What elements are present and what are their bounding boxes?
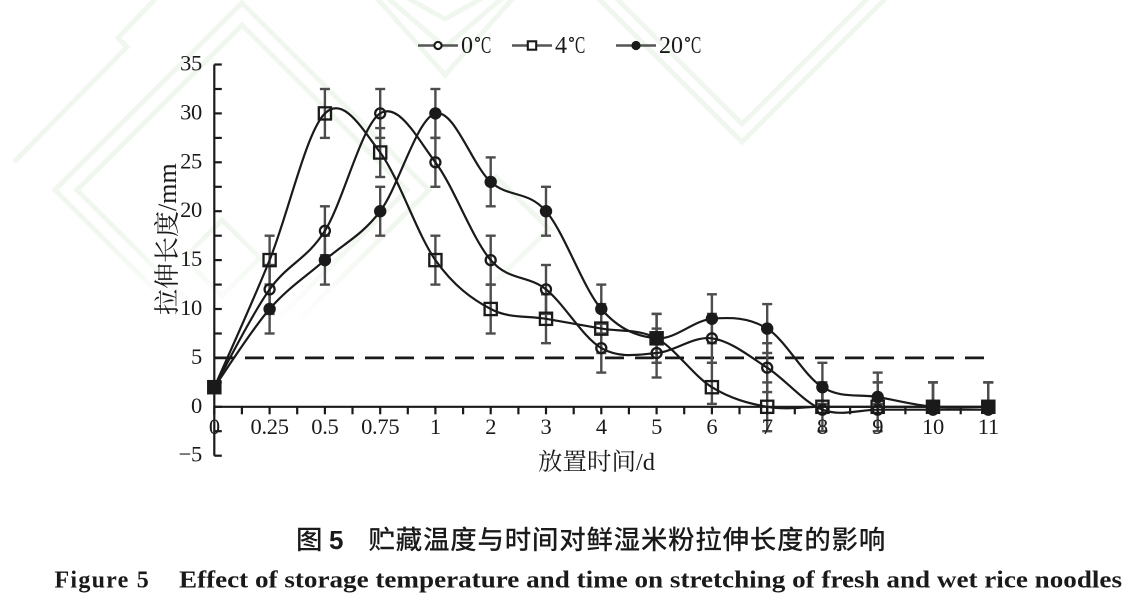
svg-text:11: 11 [978,414,999,439]
svg-text:30: 30 [180,99,202,124]
svg-text:10: 10 [180,295,202,320]
svg-text:/d: /d [636,449,655,476]
svg-text:20: 20 [659,33,683,59]
svg-text:20: 20 [180,197,202,222]
svg-text:9: 9 [872,414,883,439]
svg-text:0.5: 0.5 [311,414,338,439]
svg-text:5: 5 [191,344,202,369]
svg-text:5: 5 [651,414,662,439]
svg-text:6: 6 [706,414,717,439]
svg-text:10: 10 [922,414,944,439]
svg-text:8: 8 [817,414,828,439]
svg-text:2: 2 [485,414,496,439]
svg-text:C: C [481,33,491,59]
svg-text:0.75: 0.75 [361,414,399,439]
svg-text:0: 0 [461,33,473,59]
svg-text:C: C [691,33,701,59]
svg-text:25: 25 [180,148,202,173]
svg-text:5: 5 [329,525,343,555]
svg-text:0: 0 [191,393,202,418]
svg-text:4: 4 [555,33,567,59]
svg-text:−5: −5 [179,442,202,467]
svg-text:0: 0 [209,414,220,439]
svg-text:1: 1 [430,414,441,439]
svg-text:/mm: /mm [153,163,182,211]
svg-text:35: 35 [180,51,202,76]
svg-text:4: 4 [596,414,607,439]
svg-text:0.25: 0.25 [251,414,289,439]
svg-text:15: 15 [180,246,202,271]
svg-text:3: 3 [541,414,552,439]
svg-text:7: 7 [762,414,773,439]
svg-text:Effect of storage temperature: Effect of storage temperature and time o… [179,568,1122,594]
svg-text:C: C [575,33,585,59]
svg-text:Figure 5: Figure 5 [55,568,151,594]
